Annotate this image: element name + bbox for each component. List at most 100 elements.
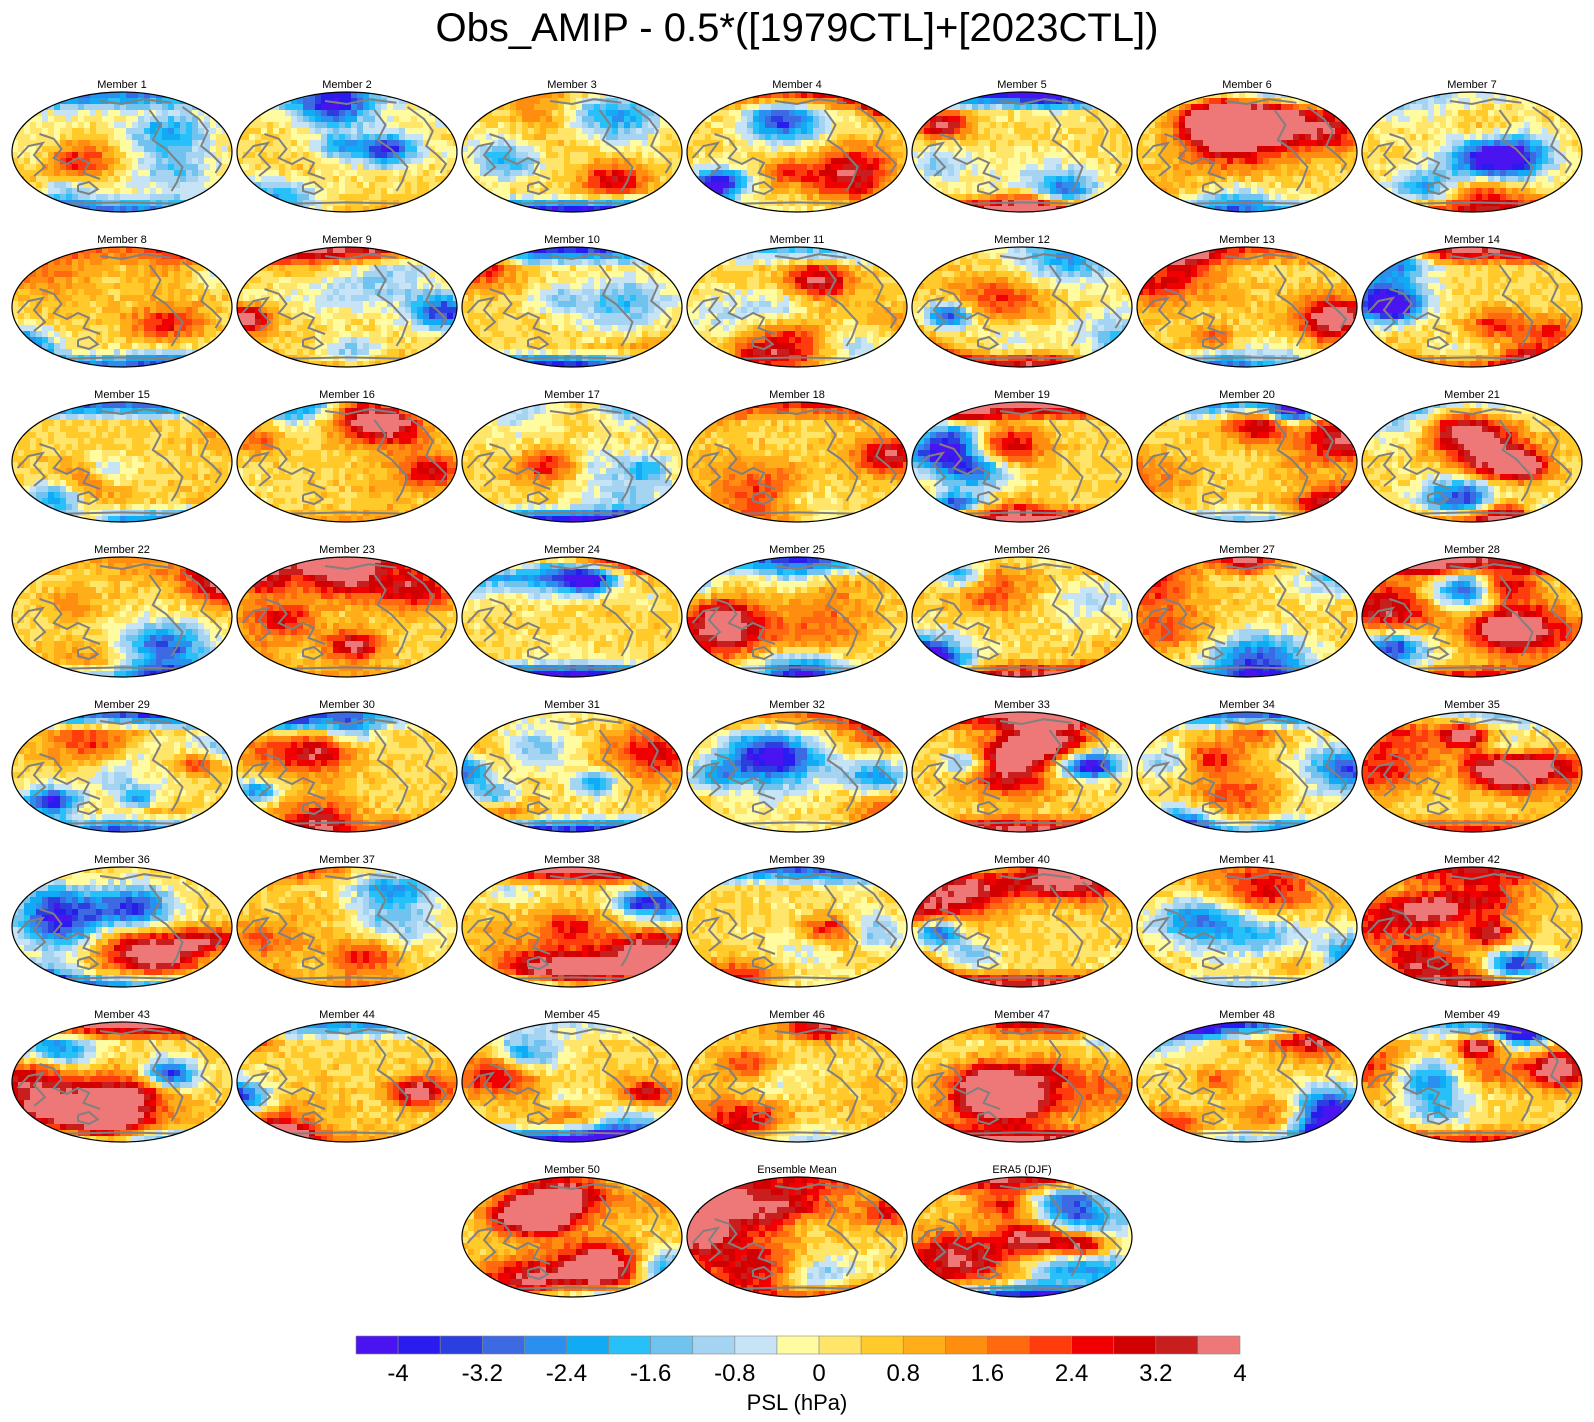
field-cell <box>1458 92 1464 98</box>
field-cell <box>1269 104 1275 110</box>
field-cell <box>192 170 198 176</box>
field-cell <box>1578 92 1582 98</box>
field-cell <box>753 134 759 140</box>
field-cell <box>990 164 996 170</box>
field-cell <box>1566 152 1572 158</box>
field-cell <box>42 92 48 98</box>
field-cell <box>66 92 72 98</box>
field-cell <box>423 164 429 170</box>
field-cell <box>1554 164 1560 170</box>
field-cell <box>291 206 297 212</box>
field-cell <box>363 158 369 164</box>
field-cell <box>1143 146 1149 152</box>
field-cell <box>1548 98 1554 104</box>
field-cell <box>1155 170 1161 176</box>
field-cell <box>1122 158 1128 164</box>
field-cell <box>1311 110 1317 116</box>
field-cell <box>1050 158 1056 164</box>
field-cell <box>1263 134 1269 140</box>
field-cell <box>204 194 210 200</box>
field-cell <box>996 98 1002 104</box>
field-cell <box>210 176 216 182</box>
field-cell <box>1239 146 1245 152</box>
field-cell <box>339 128 345 134</box>
field-cell <box>1476 116 1482 122</box>
field-cell <box>273 122 279 128</box>
field-cell <box>1032 116 1038 122</box>
field-cell <box>1323 128 1329 134</box>
field-cell <box>843 164 849 170</box>
field-cell <box>162 134 168 140</box>
field-cell <box>747 146 753 152</box>
field-cell <box>1122 146 1128 152</box>
field-cell <box>813 164 819 170</box>
field-cell <box>1422 104 1428 110</box>
field-cell <box>1227 146 1233 152</box>
field-cell <box>1233 128 1239 134</box>
field-cell <box>1167 188 1173 194</box>
field-cell <box>729 122 735 128</box>
field-cell <box>1020 182 1026 188</box>
field-cell <box>24 110 30 116</box>
field-cell <box>564 194 570 200</box>
field-cell <box>216 206 222 212</box>
field-cell <box>1074 146 1080 152</box>
field-cell <box>1251 206 1257 212</box>
field-cell <box>162 122 168 128</box>
field-cell <box>1434 134 1440 140</box>
field-cell <box>1191 134 1197 140</box>
field-cell <box>1560 104 1566 110</box>
field-cell <box>339 146 345 152</box>
field-cell <box>849 152 855 158</box>
field-cell <box>168 182 174 188</box>
field-cell <box>66 152 72 158</box>
field-cell <box>1167 200 1173 206</box>
field-cell <box>1362 98 1368 104</box>
field-cell <box>1026 146 1032 152</box>
field-cell <box>363 122 369 128</box>
field-cell <box>237 122 243 128</box>
field-cell <box>303 194 309 200</box>
field-cell <box>711 182 717 188</box>
field-cell <box>1446 134 1452 140</box>
field-cell <box>1149 98 1155 104</box>
field-cell <box>849 170 855 176</box>
field-cell <box>1281 146 1287 152</box>
field-cell <box>228 194 232 200</box>
field-cell <box>717 152 723 158</box>
field-cell <box>1263 152 1269 158</box>
field-cell <box>765 116 771 122</box>
field-cell <box>339 176 345 182</box>
field-cell <box>150 188 156 194</box>
field-cell <box>1488 134 1494 140</box>
field-cell <box>1197 194 1203 200</box>
field-cell <box>60 182 66 188</box>
field-cell <box>1104 92 1110 98</box>
field-cell <box>1032 188 1038 194</box>
field-cell <box>783 170 789 176</box>
field-cell <box>405 152 411 158</box>
field-cell <box>807 122 813 128</box>
field-cell <box>150 140 156 146</box>
field-cell <box>108 140 114 146</box>
field-cell <box>582 194 588 200</box>
field-cell <box>1143 194 1149 200</box>
field-cell <box>795 128 801 134</box>
field-cell <box>630 116 636 122</box>
field-cell <box>861 158 867 164</box>
field-cell <box>789 140 795 146</box>
field-cell <box>582 140 588 146</box>
field-cell <box>1008 176 1014 182</box>
field-cell <box>930 182 936 188</box>
field-cell <box>1470 152 1476 158</box>
field-cell <box>18 140 24 146</box>
field-cell <box>429 170 435 176</box>
field-cell <box>1446 140 1452 146</box>
field-cell <box>1062 182 1068 188</box>
field-cell <box>1014 134 1020 140</box>
field-cell <box>1086 140 1092 146</box>
field-cell <box>1341 194 1347 200</box>
field-cell <box>54 158 60 164</box>
field-cell <box>1038 110 1044 116</box>
field-cell <box>606 146 612 152</box>
